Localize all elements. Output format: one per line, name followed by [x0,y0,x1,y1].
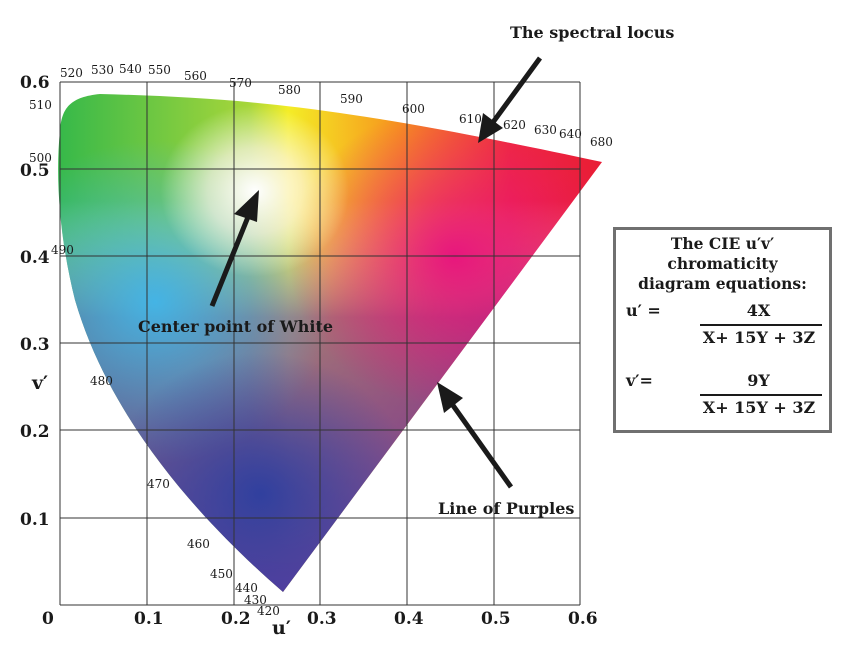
spectral-locus-label: The spectral locus [510,23,674,42]
annotation-arrows [209,56,543,489]
wavelength-label: 550 [148,63,171,77]
v-axis-label: v′ [31,372,48,394]
spectral-locus-arrow [478,56,543,143]
u-axis-label: u′ [272,617,291,639]
equations-title-line: chromaticity [667,254,778,273]
wavelength-label: 470 [147,477,170,491]
y-tick-label: 0.6 [20,73,50,93]
wavelength-label: 680 [590,135,613,149]
grid [59,81,581,606]
wavelength-label: 620 [503,118,526,132]
equations-title: The CIE u′v′ chromaticity diagram equati… [616,234,829,294]
x-tick-label: 0.5 [481,609,511,629]
wavelength-label: 600 [402,102,425,116]
y-tick-label: 0 [42,609,54,629]
white-point-arrow [209,190,259,307]
u-fraction-bar [700,324,822,326]
x-tick-label: 0.6 [568,609,598,629]
wavelength-label: 490 [51,243,74,257]
equations-title-line: The CIE u′v′ [670,234,775,253]
wavelength-label: 540 [119,62,142,76]
wavelength-label: 510 [29,98,52,112]
v-equation-numerator: 9Y [747,371,770,390]
equations-title-line: diagram equations: [638,274,807,293]
wavelength-label: 460 [187,537,210,551]
wavelength-label: 570 [229,76,252,90]
wavelength-label: 480 [90,374,113,388]
x-tick-label: 0.3 [307,609,337,629]
y-tick-label: 0.4 [20,248,50,268]
x-axis-ticks: 0.1 0.2 0.3 0.4 0.5 0.6 [134,609,598,629]
x-tick-label: 0.2 [221,609,251,629]
y-tick-label: 0.1 [20,510,50,530]
u-equation-denominator: X+ 15Y + 3Z [702,328,816,347]
wavelength-label: 500 [29,151,52,165]
wavelength-label: 590 [340,92,363,106]
wavelength-label: 560 [184,69,207,83]
u-equation-lhs: u′ = [626,301,661,320]
v-equation-denominator: X+ 15Y + 3Z [702,398,816,417]
equations-box: The CIE u′v′ chromaticity diagram equati… [613,227,832,433]
v-equation-lhs: v′= [626,371,653,390]
wavelength-label: 520 [60,66,83,80]
x-tick-label: 0.1 [134,609,164,629]
wavelength-label: 420 [257,604,280,618]
wavelength-label: 640 [559,127,582,141]
wavelength-label: 440 [235,581,258,595]
y-tick-label: 0.3 [20,335,50,355]
y-axis-ticks: 0.6 0.5 0.4 0.3 0.2 0.1 0 [20,73,54,629]
wavelength-label: 630 [534,123,557,137]
y-tick-label: 0.5 [20,161,50,181]
y-tick-label: 0.2 [20,422,50,442]
line-of-purples-arrow [437,382,514,489]
wavelength-label: 450 [210,567,233,581]
x-tick-label: 0.4 [394,609,424,629]
u-equation-numerator: 4X [746,301,771,320]
wavelength-label: 580 [278,83,301,97]
wavelength-labels: 520 530 540 550 560 570 580 590 600 610 … [29,62,613,618]
v-fraction-bar [700,394,822,396]
wavelength-label: 430 [244,593,267,607]
white-point-label: Center point of White [138,317,333,336]
line-of-purples-label: Line of Purples [438,499,574,518]
wavelength-label: 530 [91,63,114,77]
wavelength-label: 610 [459,112,482,126]
